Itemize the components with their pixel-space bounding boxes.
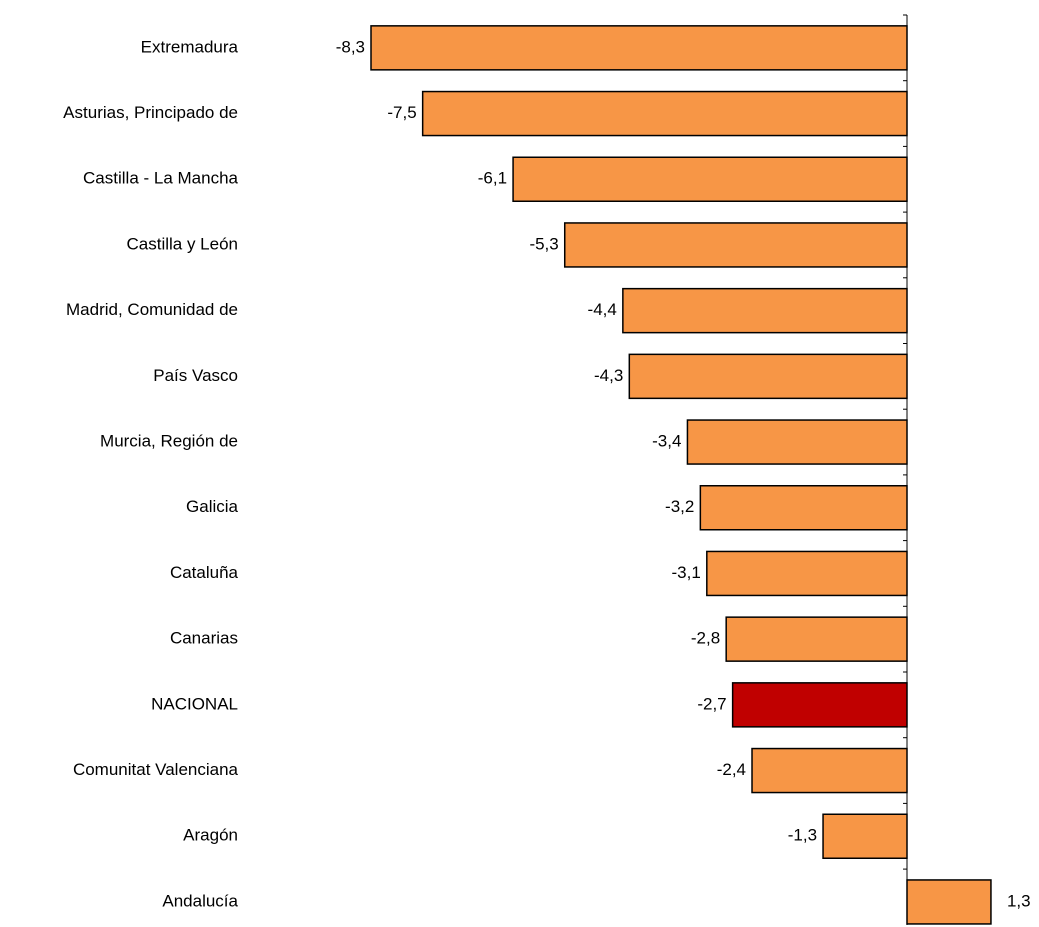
value-label: -5,3 [529, 234, 558, 253]
bar [706, 550, 908, 597]
category-label: Castilla y León [126, 234, 238, 253]
category-label: Comunitat Valenciana [73, 760, 239, 779]
bar [628, 353, 908, 400]
bar [822, 813, 908, 859]
value-label: -2,8 [691, 629, 720, 648]
value-label: -3,1 [672, 563, 701, 582]
category-label: País Vasco [153, 366, 238, 385]
bar [421, 90, 908, 137]
category-label: Asturias, Principado de [63, 103, 238, 122]
category-label: Cataluña [170, 563, 239, 582]
category-label: Galicia [186, 497, 239, 516]
value-label: -2,4 [717, 760, 746, 779]
value-label: -4,3 [594, 366, 623, 385]
bar [731, 682, 908, 728]
category-label: Aragón [183, 826, 238, 845]
category-label: Castilla - La Mancha [83, 169, 239, 188]
value-label: -3,2 [665, 497, 694, 516]
value-label: 1,3 [1007, 891, 1031, 910]
bar [906, 879, 992, 925]
category-label: Andalucía [162, 891, 238, 910]
bar [699, 485, 908, 531]
value-label: -2,7 [697, 694, 726, 713]
category-label: Extremadura [141, 37, 239, 56]
category-label: Murcia, Región de [100, 432, 238, 451]
value-label: -6,1 [478, 169, 507, 188]
value-label: -8,3 [336, 37, 365, 56]
category-label: NACIONAL [151, 694, 238, 713]
value-label: -3,4 [652, 432, 681, 451]
value-label: -1,3 [788, 826, 817, 845]
bar [512, 156, 908, 202]
bar [725, 616, 908, 662]
value-label: -4,4 [588, 300, 617, 319]
category-label: Madrid, Comunidad de [66, 300, 238, 319]
value-label: -7,5 [387, 103, 416, 122]
bar [622, 287, 908, 334]
bar [686, 419, 908, 465]
bar [751, 747, 908, 794]
bar [370, 25, 908, 71]
category-label: Canarias [170, 629, 238, 648]
bar [563, 222, 908, 268]
